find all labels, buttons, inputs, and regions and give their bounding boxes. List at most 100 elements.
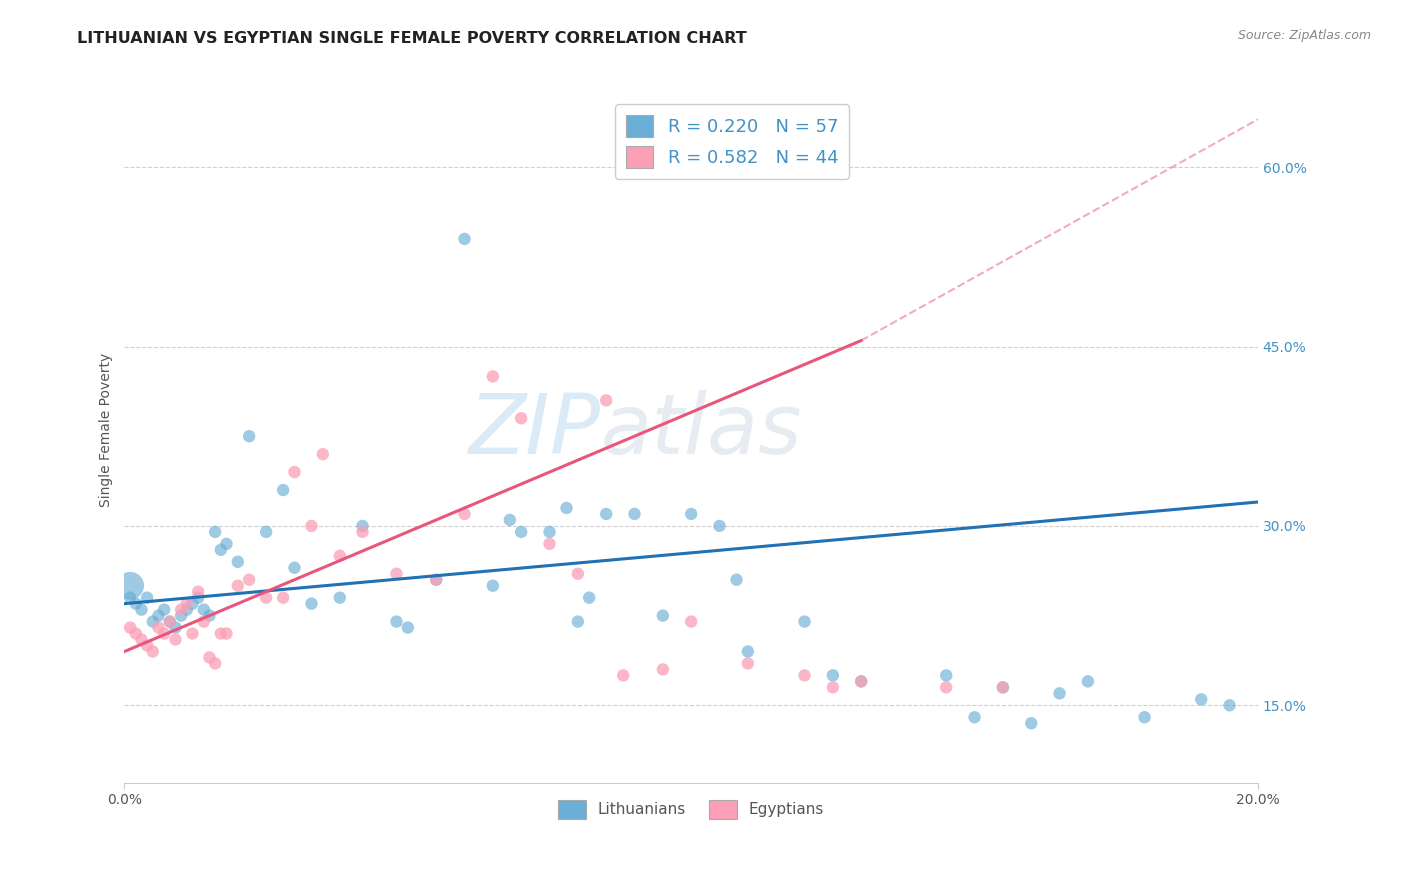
- Point: [425, 573, 447, 587]
- Point: [499, 513, 522, 527]
- Point: [963, 710, 986, 724]
- Point: [1189, 692, 1212, 706]
- Point: [567, 566, 589, 581]
- Point: [482, 369, 505, 384]
- Point: [283, 561, 305, 575]
- Point: [612, 668, 634, 682]
- Point: [136, 639, 159, 653]
- Point: [567, 615, 589, 629]
- Point: [991, 681, 1014, 695]
- Point: [176, 597, 198, 611]
- Point: [555, 500, 578, 515]
- Point: [170, 608, 193, 623]
- Point: [193, 602, 215, 616]
- Point: [226, 555, 249, 569]
- Point: [131, 602, 153, 616]
- Point: [215, 537, 238, 551]
- Point: [120, 591, 142, 605]
- Point: [125, 626, 148, 640]
- Point: [148, 621, 170, 635]
- Point: [385, 566, 408, 581]
- Point: [136, 591, 159, 605]
- Point: [193, 615, 215, 629]
- Point: [142, 644, 165, 658]
- Point: [453, 232, 475, 246]
- Point: [131, 632, 153, 647]
- Point: [510, 411, 533, 425]
- Point: [851, 674, 873, 689]
- Point: [1049, 686, 1071, 700]
- Point: [238, 573, 260, 587]
- Point: [510, 524, 533, 539]
- Point: [821, 668, 844, 682]
- Point: [301, 597, 323, 611]
- Point: [595, 393, 617, 408]
- Text: LITHUANIAN VS EGYPTIAN SINGLE FEMALE POVERTY CORRELATION CHART: LITHUANIAN VS EGYPTIAN SINGLE FEMALE POV…: [77, 31, 747, 46]
- Point: [153, 602, 176, 616]
- Point: [198, 650, 221, 665]
- Point: [226, 579, 249, 593]
- Point: [821, 681, 844, 695]
- Point: [254, 591, 277, 605]
- Point: [187, 591, 209, 605]
- Point: [851, 674, 873, 689]
- Point: [1019, 716, 1042, 731]
- Point: [181, 626, 204, 640]
- Point: [271, 483, 294, 497]
- Point: [623, 507, 645, 521]
- Text: ZIP: ZIP: [468, 390, 600, 471]
- Point: [209, 542, 232, 557]
- Point: [793, 615, 815, 629]
- Point: [538, 537, 561, 551]
- Point: [991, 681, 1014, 695]
- Text: Source: ZipAtlas.com: Source: ZipAtlas.com: [1237, 29, 1371, 42]
- Point: [482, 579, 505, 593]
- Point: [681, 615, 703, 629]
- Point: [198, 608, 221, 623]
- Point: [176, 602, 198, 616]
- Point: [254, 524, 277, 539]
- Point: [737, 657, 759, 671]
- Point: [181, 597, 204, 611]
- Point: [148, 608, 170, 623]
- Point: [142, 615, 165, 629]
- Point: [215, 626, 238, 640]
- Point: [935, 681, 957, 695]
- Point: [120, 579, 142, 593]
- Legend: Lithuanians, Egyptians: Lithuanians, Egyptians: [553, 794, 831, 825]
- Point: [301, 519, 323, 533]
- Point: [793, 668, 815, 682]
- Point: [425, 573, 447, 587]
- Point: [709, 519, 731, 533]
- Point: [329, 549, 352, 563]
- Point: [453, 507, 475, 521]
- Point: [209, 626, 232, 640]
- Point: [578, 591, 600, 605]
- Point: [283, 465, 305, 479]
- Point: [538, 524, 561, 539]
- Point: [170, 602, 193, 616]
- Point: [153, 626, 176, 640]
- Point: [352, 524, 374, 539]
- Point: [204, 657, 226, 671]
- Y-axis label: Single Female Poverty: Single Female Poverty: [100, 353, 114, 508]
- Point: [352, 519, 374, 533]
- Point: [1219, 698, 1241, 713]
- Point: [651, 662, 673, 676]
- Point: [159, 615, 181, 629]
- Point: [725, 573, 748, 587]
- Point: [165, 632, 187, 647]
- Point: [935, 668, 957, 682]
- Point: [165, 621, 187, 635]
- Point: [312, 447, 335, 461]
- Point: [271, 591, 294, 605]
- Point: [1133, 710, 1156, 724]
- Point: [329, 591, 352, 605]
- Text: atlas: atlas: [600, 390, 803, 471]
- Point: [204, 524, 226, 539]
- Point: [125, 597, 148, 611]
- Point: [681, 507, 703, 521]
- Point: [396, 621, 419, 635]
- Point: [385, 615, 408, 629]
- Point: [651, 608, 673, 623]
